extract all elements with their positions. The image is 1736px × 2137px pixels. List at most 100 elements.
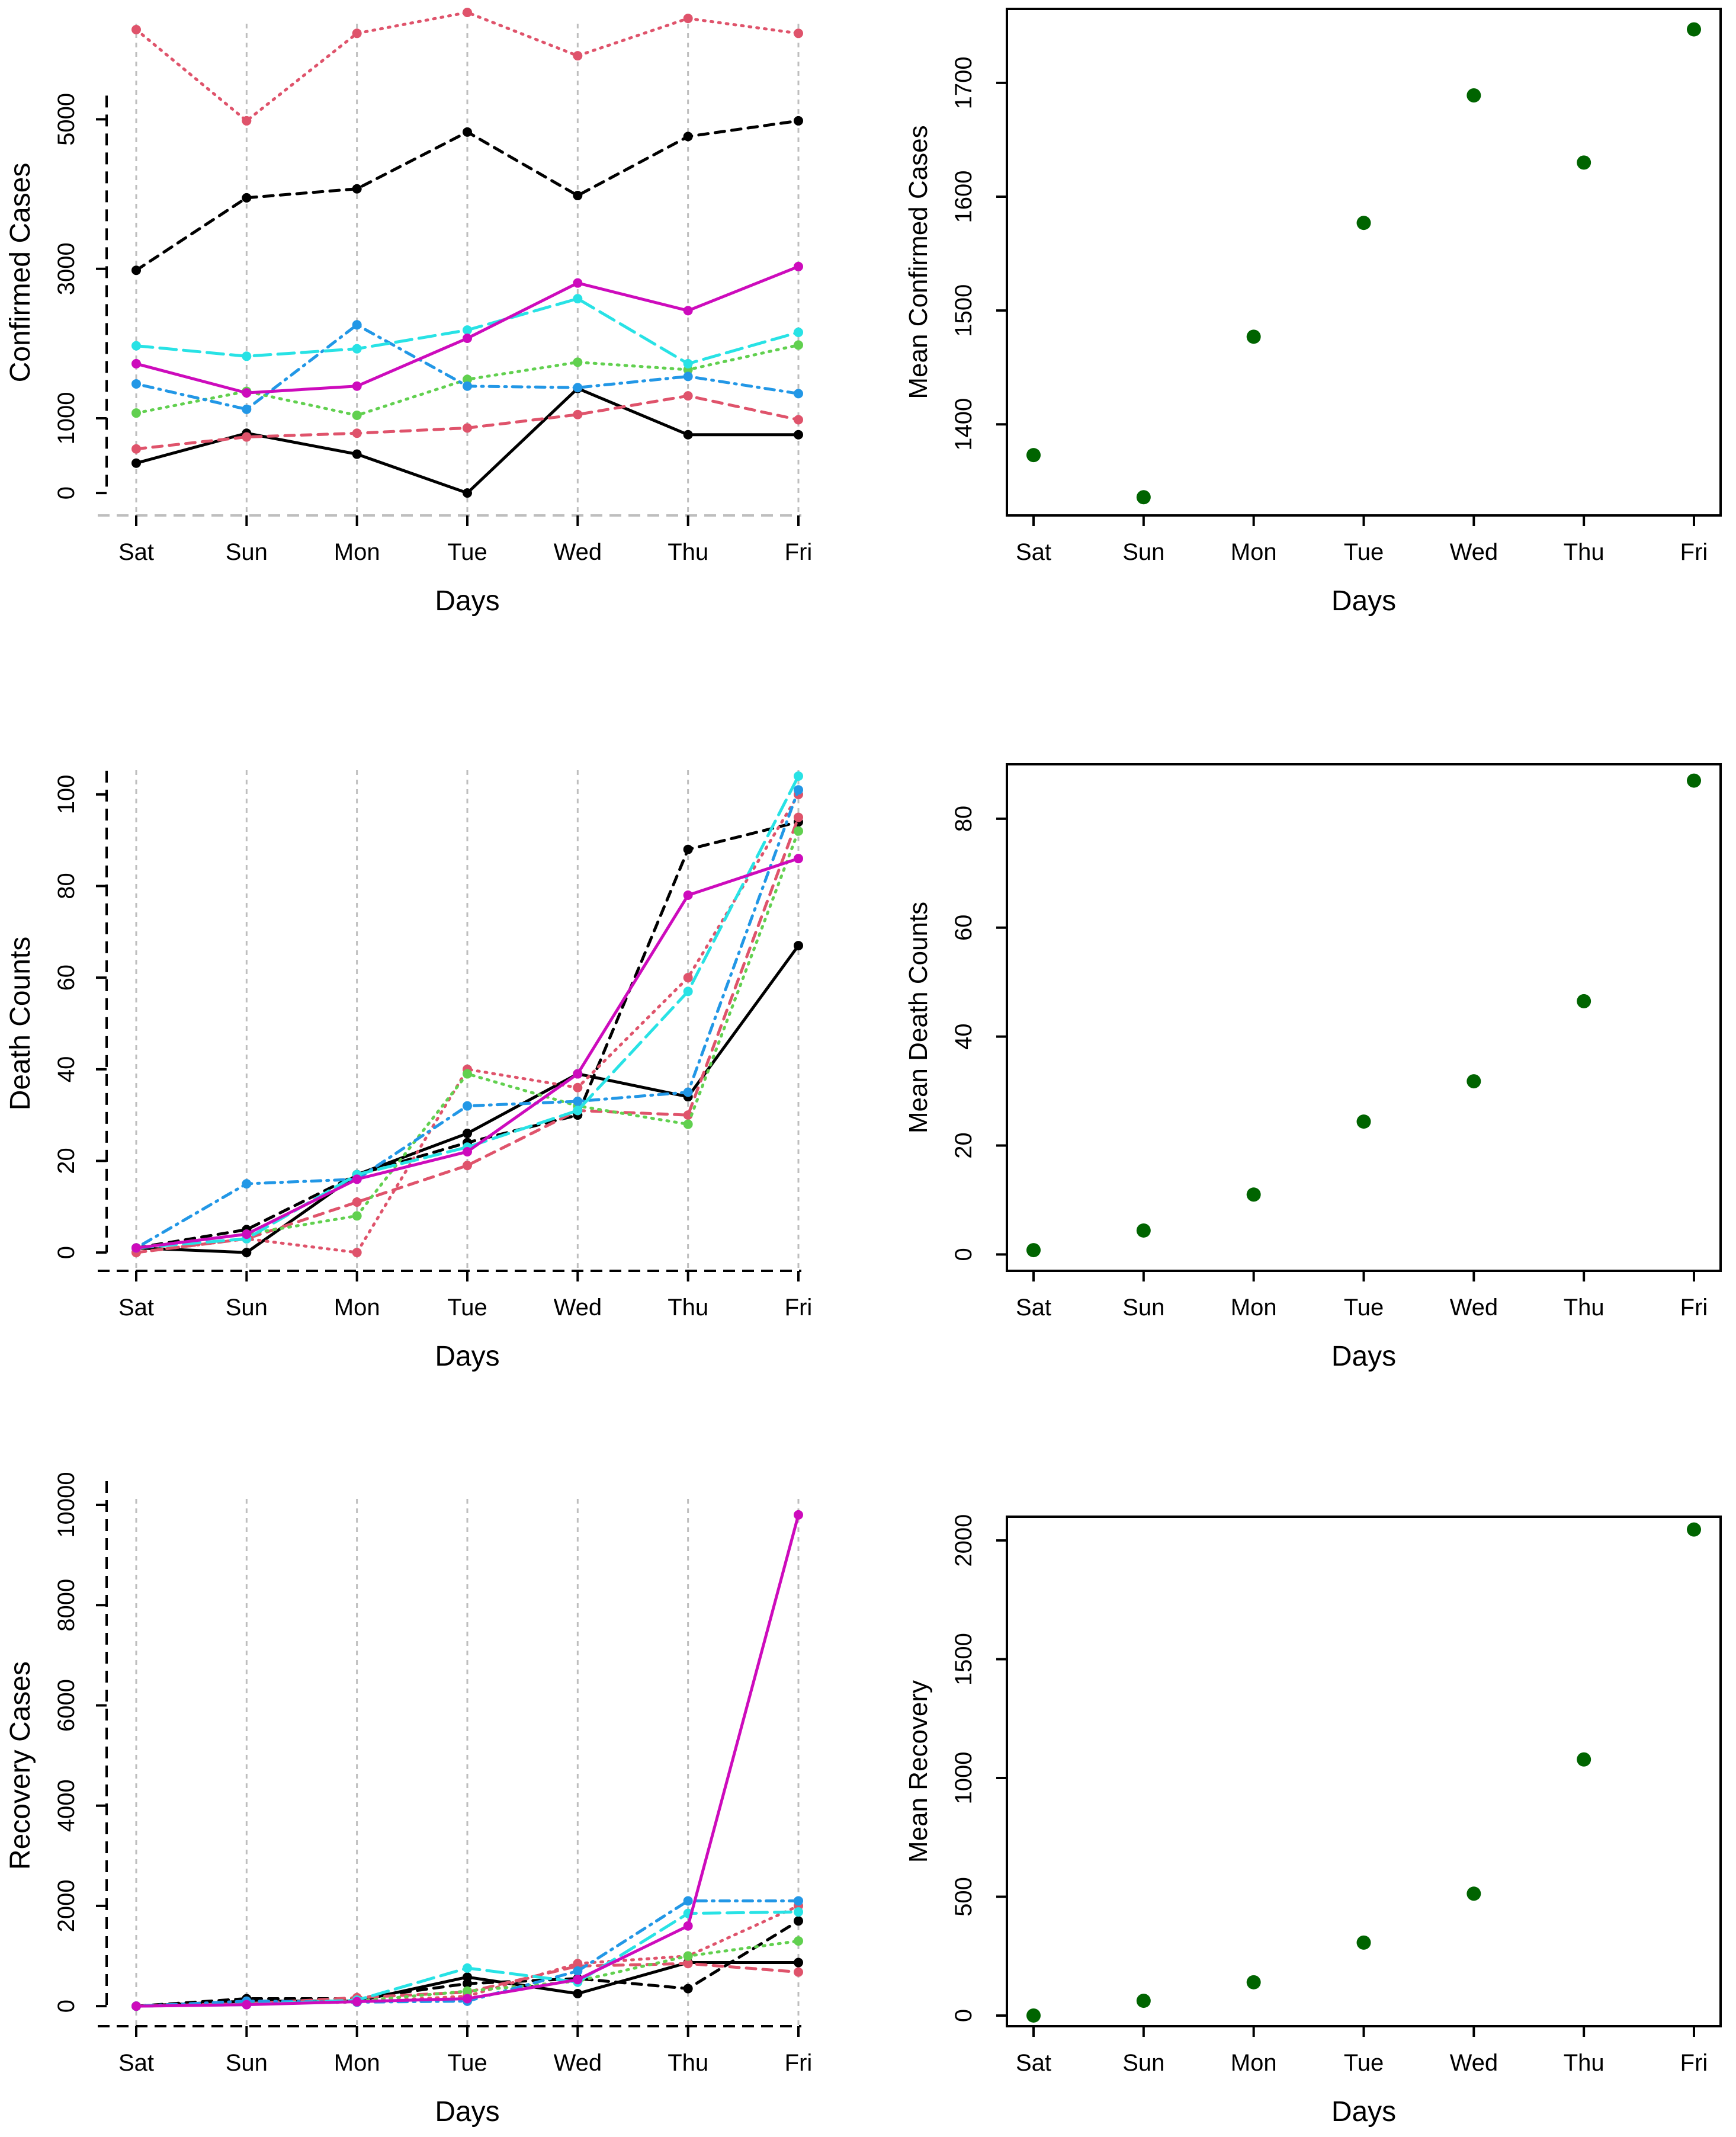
y-tick-label: 1000: [53, 392, 79, 445]
mean-point-wed: [1467, 1886, 1481, 1901]
x-tick-label-sat: Sat: [1016, 1295, 1051, 1321]
x-tick-label-mon: Mon: [334, 2050, 380, 2076]
mean-point-sat: [1026, 2008, 1041, 2023]
x-tick-label-fri: Fri: [1680, 539, 1708, 565]
y-tick-label: 4000: [53, 1779, 79, 1832]
data-point-s4-thu: [683, 973, 693, 983]
data-point-s1-fri: [794, 1957, 803, 1968]
x-tick-label-thu: Thu: [668, 539, 708, 565]
chart-panel-5: 0 2000 4000 6000 8000 10000 Sat Sun Mon Tue Wed Thu…: [5, 1472, 812, 2128]
data-point-s3-tue: [463, 1161, 472, 1171]
data-point-s7-mon: [352, 344, 362, 354]
data-point-s6-thu: [683, 1087, 693, 1097]
data-point-s6-sun: [242, 404, 252, 414]
data-point-s4-mon: [352, 28, 362, 39]
data-point-s6-thu: [683, 1896, 693, 1906]
mean-point-tue: [1356, 1935, 1371, 1950]
x-tick-label-thu: Thu: [668, 1295, 708, 1321]
mean-point-thu: [1577, 1752, 1591, 1767]
mean-point-fri: [1687, 22, 1701, 37]
data-point-s6-wed: [573, 383, 583, 393]
data-point-s3-fri: [794, 1967, 803, 1977]
data-point-s8-thu: [683, 1921, 693, 1931]
x-tick-label-thu: Thu: [1564, 1295, 1605, 1321]
y-tick-label: 0: [951, 2009, 977, 2022]
y-tick-label: 40: [951, 1023, 977, 1050]
y-tick-label: 80: [951, 806, 977, 832]
chart-panel-4: 0 20 40 60 80 Sat Sun Mon Tue Wed Thu Fri Days Mean D…: [904, 763, 1722, 1372]
x-tick-label-fri: Fri: [1680, 2050, 1708, 2076]
data-point-s5-thu: [683, 1951, 693, 1961]
data-point-s7-sun: [242, 351, 252, 361]
mean-point-fri: [1687, 1522, 1701, 1537]
x-tick-label-sat: Sat: [118, 2050, 154, 2076]
data-point-s7-fri: [794, 771, 803, 781]
chart-panel-2: 1400 1500 1600 1700 Sat Sun Mon Tue Wed Thu Fri Day…: [904, 8, 1722, 617]
x-tick-label-mon: Mon: [1231, 1295, 1277, 1321]
x-tick-label-sat: Sat: [118, 539, 154, 565]
data-point-s7-fri: [794, 1907, 803, 1917]
data-point-s8-tue: [463, 1146, 472, 1156]
mean-point-sun: [1136, 1994, 1151, 2008]
data-point-s2-fri: [794, 1916, 803, 1926]
data-point-s8-fri: [794, 1510, 803, 1520]
data-point-s2-sun: [242, 193, 252, 203]
x-tick-label-tue: Tue: [447, 539, 487, 565]
chart-panel-1: 0 1000 3000 5000 Sat Sun Mon Tue Wed Thu Fri Days Co…: [5, 7, 813, 617]
data-point-s8-mon: [352, 381, 362, 391]
data-point-s6-tue: [463, 381, 472, 391]
series-line-4: [134, 11, 800, 123]
data-point-s7-thu: [683, 358, 693, 369]
y-axis-title: Confirmed Cases: [5, 163, 36, 383]
x-tick-label-fri: Fri: [1680, 1295, 1708, 1321]
data-point-s2-thu: [683, 132, 693, 142]
y-tick-label: 1400: [951, 398, 977, 451]
y-tick-label: 500: [951, 1877, 977, 1917]
x-tick-label-thu: Thu: [1564, 539, 1605, 565]
data-point-s2-thu: [683, 1984, 693, 1994]
data-point-s2-tue: [463, 127, 472, 137]
data-point-s8-wed: [573, 1975, 583, 1985]
data-point-s5-mon: [352, 1211, 362, 1221]
x-axis-title: Days: [1331, 585, 1396, 617]
y-tick-label: 60: [53, 965, 79, 991]
data-point-s6-fri: [794, 785, 803, 795]
y-tick-label: 0: [951, 1248, 977, 1261]
data-point-s7-wed: [573, 1106, 583, 1116]
x-tick-label-tue: Tue: [1344, 2050, 1384, 2076]
x-tick-label-mon: Mon: [334, 539, 380, 565]
data-point-s6-mon: [352, 320, 362, 330]
data-point-s5-wed: [573, 357, 583, 367]
data-point-s4-wed: [573, 51, 583, 61]
data-point-s1-sat: [131, 458, 141, 468]
data-point-s5-tue: [463, 1069, 472, 1079]
mean-point-sat: [1026, 1243, 1041, 1258]
series-line-4: [134, 793, 800, 1254]
data-point-s7-thu: [683, 986, 693, 997]
data-point-s5-fri: [794, 340, 803, 350]
data-point-s2-sat: [131, 265, 141, 275]
data-point-s8-tue: [463, 334, 472, 344]
data-point-s2-wed: [573, 191, 583, 201]
x-axis-title: Days: [435, 2096, 499, 2128]
data-point-s4-wed: [573, 1082, 583, 1092]
x-tick-label-sun: Sun: [1122, 1295, 1164, 1321]
x-tick-label-sun: Sun: [1122, 2050, 1164, 2076]
data-point-s4-sat: [131, 25, 141, 34]
data-point-s3-mon: [352, 1197, 362, 1207]
data-point-s3-fri: [794, 812, 803, 822]
y-tick-label: 2000: [53, 1879, 79, 1932]
data-point-s4-fri: [794, 28, 803, 39]
x-tick-label-fri: Fri: [785, 539, 813, 565]
y-axis-title: Mean Confirmed Cases: [904, 125, 933, 399]
x-tick-label-tue: Tue: [1344, 1295, 1384, 1321]
y-tick-label: 1000: [951, 1752, 977, 1805]
data-point-s7-fri: [794, 327, 803, 337]
mean-point-sun: [1136, 1223, 1151, 1238]
x-tick-label-tue: Tue: [447, 2050, 487, 2076]
mean-point-sun: [1136, 490, 1151, 505]
data-point-s6-wed: [573, 1966, 583, 1976]
y-tick-label: 1700: [951, 56, 977, 109]
data-point-s1-sun: [242, 1248, 252, 1258]
